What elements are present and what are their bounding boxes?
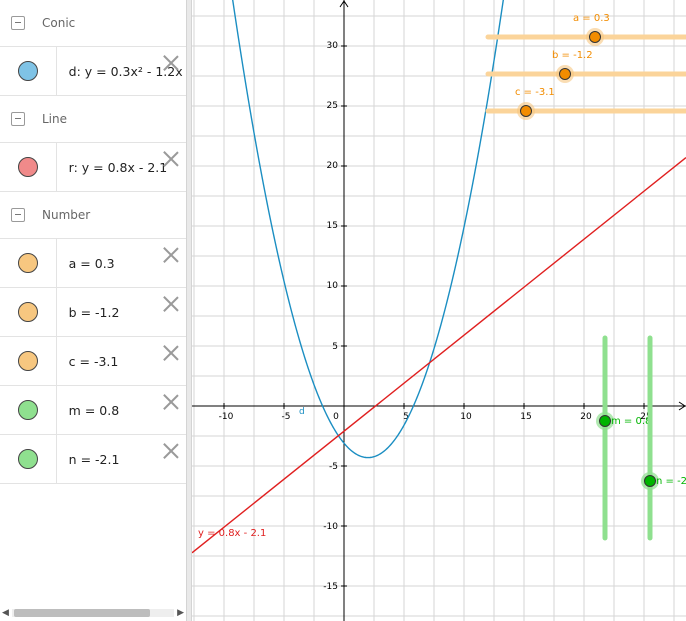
y-tick-label: -15 [323, 582, 338, 592]
visibility-dot-icon[interactable] [17, 400, 38, 420]
x-tick-label: 25 [640, 412, 651, 422]
y-tick-label: 10 [327, 281, 339, 291]
conic-label: d [299, 407, 305, 417]
category-title: Conic [42, 16, 76, 30]
y-tick-label: 25 [327, 101, 338, 111]
algebra-item-r[interactable]: r: y = 0.8x - 2.1 [0, 143, 186, 192]
conic-d[interactable] [232, 0, 504, 459]
slider-a-label: a = 0.3 [573, 13, 610, 24]
close-icon[interactable] [163, 443, 179, 459]
slider-m-label: m = 0.8 [611, 416, 651, 427]
y-tick-label: 30 [327, 41, 339, 51]
y-tick-label: 15 [327, 221, 338, 231]
close-icon[interactable] [163, 345, 179, 361]
visibility-dot-icon[interactable] [17, 61, 38, 81]
algebra-item-b[interactable]: b = -1.2 [0, 288, 186, 337]
slider-a[interactable]: a = 0.3 [485, 13, 686, 46]
category-header-number[interactable]: Number [0, 192, 186, 239]
algebra-item-text[interactable]: a = 0.3 [68, 255, 115, 271]
y-axis-arrow-icon [339, 0, 349, 8]
close-icon[interactable] [163, 296, 179, 312]
close-icon[interactable] [163, 394, 179, 410]
close-icon[interactable] [163, 55, 179, 71]
graphics-canvas[interactable]: -10 -5 0 5 10 15 20 25 30 25 20 15 10 5 … [192, 0, 686, 621]
slider-m[interactable]: m = 0.8 [596, 335, 651, 541]
close-icon[interactable] [163, 151, 179, 167]
visibility-dot-icon[interactable] [17, 157, 38, 177]
x-tick-label: -10 [219, 412, 234, 422]
slider-m-handle[interactable] [599, 415, 611, 427]
line-label: y = 0.8x - 2.1 [198, 528, 266, 539]
algebra-list: Conic d: y = 0.3x² - 1.2x - 3.1 Line r: … [0, 0, 186, 484]
scroll-left-arrow-icon[interactable]: ◀ [2, 608, 9, 618]
slider-n-label: n = -2.1 [656, 476, 686, 487]
algebra-item-text[interactable]: c = -3.1 [68, 353, 119, 369]
visibility-dot-icon[interactable] [17, 302, 38, 322]
slider-b-handle[interactable] [559, 68, 571, 80]
slider-c-handle[interactable] [520, 105, 532, 117]
collapse-toggle-icon[interactable] [11, 112, 25, 126]
slider-c[interactable]: c = -3.1 [485, 87, 686, 120]
slider-c-label: c = -3.1 [515, 87, 555, 98]
y-tick-label: 5 [332, 342, 338, 352]
algebra-item-m[interactable]: m = 0.8 [0, 386, 186, 435]
graphics-view[interactable]: -10 -5 0 5 10 15 20 25 30 25 20 15 10 5 … [192, 0, 686, 621]
algebra-item-text[interactable]: r: y = 0.8x - 2.1 [68, 159, 168, 175]
scroll-right-arrow-icon[interactable]: ▶ [177, 608, 184, 618]
category-header-line[interactable]: Line [0, 96, 186, 143]
y-tick-label: -5 [329, 462, 338, 472]
algebra-item-a[interactable]: a = 0.3 [0, 239, 186, 288]
algebra-view: Conic d: y = 0.3x² - 1.2x - 3.1 Line r: … [0, 0, 187, 621]
x-tick-label: -5 [282, 412, 291, 422]
slider-b-label: b = -1.2 [552, 50, 593, 61]
slider-a-handle[interactable] [589, 31, 601, 43]
category-header-conic[interactable]: Conic [0, 0, 186, 47]
algebra-item-n[interactable]: n = -2.1 [0, 435, 186, 484]
algebra-item-text[interactable]: d: y = 0.3x² - 1.2x - 3.1 [68, 63, 186, 79]
slider-b[interactable]: b = -1.2 [485, 50, 686, 83]
y-tick-label: -10 [323, 522, 338, 532]
y-tick-label: 20 [327, 161, 339, 171]
close-icon[interactable] [163, 247, 179, 263]
x-tick-label: 5 [403, 412, 409, 422]
x-tick-label: 20 [580, 412, 592, 422]
algebra-item-d[interactable]: d: y = 0.3x² - 1.2x - 3.1 [0, 47, 186, 96]
algebra-item-text[interactable]: m = 0.8 [68, 402, 120, 418]
x-tick-label: 0 [333, 412, 339, 422]
horizontal-scrollbar[interactable]: ◀ ▶ [0, 605, 186, 619]
algebra-item-text[interactable]: n = -2.1 [68, 451, 120, 467]
slider-n[interactable]: n = -2.1 [641, 335, 686, 541]
collapse-toggle-icon[interactable] [11, 16, 25, 30]
visibility-dot-icon[interactable] [17, 449, 38, 469]
category-title: Line [42, 112, 68, 126]
collapse-toggle-icon[interactable] [11, 208, 25, 222]
line-r[interactable] [192, 157, 686, 554]
panel-divider[interactable] [186, 0, 192, 621]
x-tick-label: 15 [520, 412, 531, 422]
algebra-item-text[interactable]: b = -1.2 [68, 304, 120, 320]
visibility-dot-icon[interactable] [17, 351, 38, 371]
slider-n-handle[interactable] [644, 475, 656, 487]
x-tick-label: 10 [460, 412, 472, 422]
visibility-dot-icon[interactable] [17, 253, 38, 273]
category-title: Number [42, 208, 91, 222]
x-axis-arrow-icon [678, 401, 686, 411]
algebra-item-c[interactable]: c = -3.1 [0, 337, 186, 386]
scrollbar-thumb[interactable] [14, 609, 150, 617]
